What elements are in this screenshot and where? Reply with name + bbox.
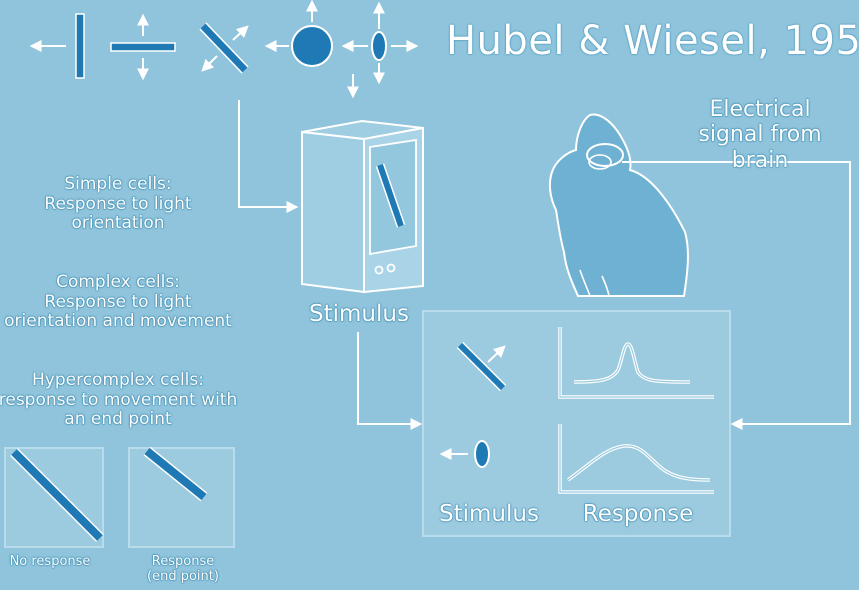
page-title: Hubel & Wiesel, 1959 bbox=[446, 18, 859, 64]
vertical-bar-left-arrow-icon bbox=[29, 13, 85, 79]
signal-label: Electrical signal from brain bbox=[690, 97, 830, 173]
diagonal-bar-diagonal-arrows-icon bbox=[199, 22, 249, 74]
signal-label-line: signal from bbox=[698, 122, 822, 148]
panel-response-label: Response bbox=[582, 501, 694, 527]
horizontal-bar-vertical-arrows-icon bbox=[110, 13, 176, 81]
signal-label-line: brain bbox=[731, 147, 789, 173]
example-label-no-response: No response bbox=[0, 554, 100, 570]
example-label-line: (end point) bbox=[147, 568, 219, 584]
cell-type-desc: orientation bbox=[71, 213, 165, 234]
hypercomplex-cells-label: Hypercomplex cells: response to movement… bbox=[0, 370, 238, 430]
oval-spot-arrows-icon bbox=[341, 1, 419, 99]
cell-type-desc: Response to light bbox=[44, 193, 192, 214]
complex-cells-label: Complex cells: Response to light orienta… bbox=[0, 272, 238, 332]
connector-icons-to-screen bbox=[238, 100, 299, 213]
example-label-line: Response bbox=[151, 554, 215, 569]
connector-stimulus-to-panel bbox=[357, 332, 423, 430]
stimulus-display-icon bbox=[301, 119, 424, 294]
cell-type-name: Simple cells: bbox=[64, 174, 172, 194]
connector-brain-to-panel bbox=[622, 161, 851, 430]
response-plot-broad bbox=[558, 424, 714, 494]
cell-type-name: Hypercomplex cells: bbox=[32, 370, 204, 390]
cell-type-name: Complex cells: bbox=[56, 272, 180, 292]
response-plot-peak bbox=[558, 327, 714, 399]
cell-type-desc: Response to light bbox=[44, 291, 192, 312]
stimulus-label: Stimulus bbox=[309, 301, 409, 327]
cell-type-desc: orientation and movement bbox=[4, 311, 232, 332]
example-box-response-end-point bbox=[128, 446, 235, 548]
recording-panel bbox=[422, 310, 731, 537]
signal-label-line: Electrical bbox=[709, 97, 811, 122]
cell-type-desc: response to movement with bbox=[0, 389, 238, 410]
example-label-response: Response (end point) bbox=[132, 554, 234, 585]
example-box-no-response bbox=[4, 447, 104, 548]
cell-type-desc: an end point bbox=[64, 409, 172, 430]
cat-silhouette-icon bbox=[548, 113, 689, 297]
panel-bar-stimulus-icon bbox=[456, 341, 507, 392]
panel-stimulus-label: Stimulus bbox=[439, 501, 539, 527]
circle-spot-arrows-icon bbox=[264, 0, 333, 67]
simple-cells-label: Simple cells: Response to light orientat… bbox=[0, 174, 238, 234]
example-label-line: No response bbox=[9, 554, 91, 569]
panel-oval-stimulus-icon bbox=[439, 440, 490, 468]
